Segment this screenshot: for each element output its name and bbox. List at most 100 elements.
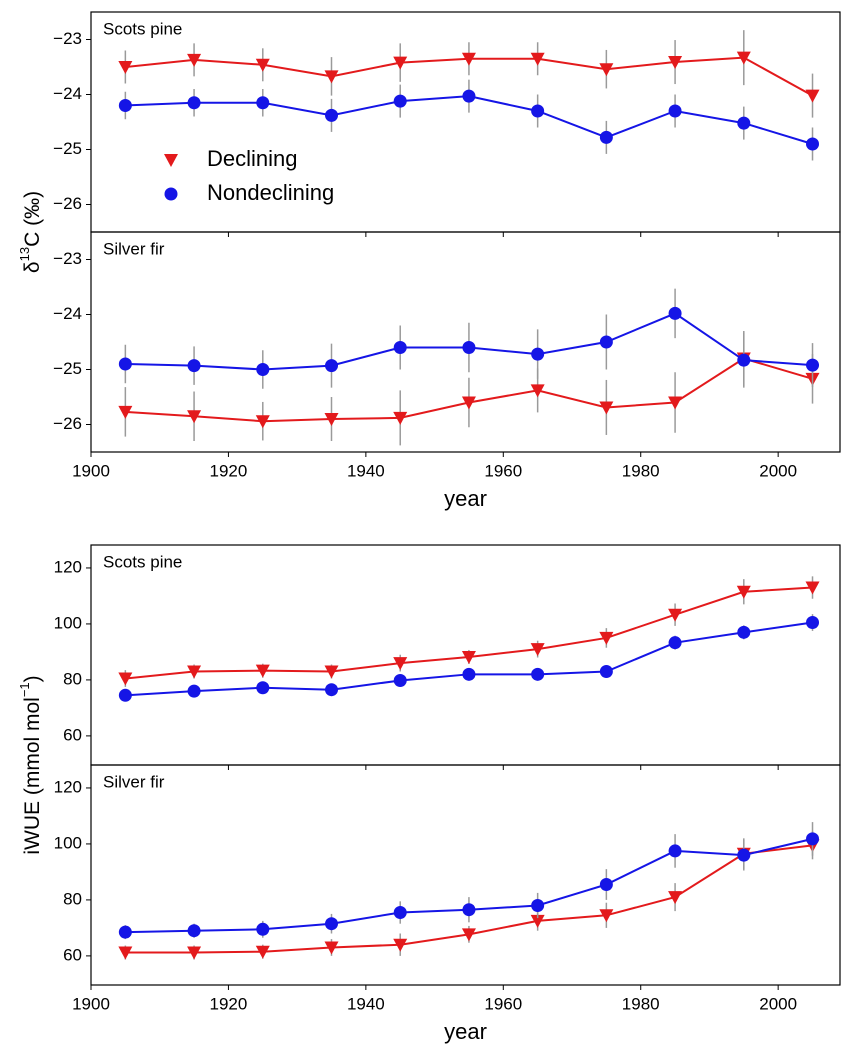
- marker-circle: [256, 681, 270, 695]
- x-tick-label: 1940: [347, 461, 385, 480]
- y-axis-label: δ13C (‰): [17, 191, 44, 273]
- y-tick-label: 100: [54, 613, 82, 632]
- marker-circle: [737, 353, 751, 367]
- y-tick-label: −24: [53, 304, 82, 323]
- y-tick-label: 60: [63, 725, 82, 744]
- y-tick-label: −25: [53, 139, 82, 158]
- marker-triangle: [324, 941, 339, 955]
- x-axis-label: year: [444, 486, 487, 511]
- x-tick-label: 2000: [759, 461, 797, 480]
- marker-triangle: [255, 415, 270, 429]
- marker-triangle: [393, 938, 408, 952]
- marker-circle: [118, 925, 132, 939]
- marker-circle: [187, 684, 201, 698]
- y-axis-label: iWUE (mmol mol−1): [17, 675, 44, 854]
- marker-triangle: [324, 413, 339, 426]
- x-tick-label: 1980: [622, 461, 660, 480]
- y-tick-label: −26: [53, 194, 82, 213]
- marker-triangle: [736, 585, 751, 599]
- y-tick-label: −26: [53, 414, 82, 433]
- y-tick-label: 80: [63, 889, 82, 908]
- y-tick-label: −23: [53, 249, 82, 268]
- marker-circle: [325, 359, 339, 373]
- marker-triangle: [530, 52, 545, 66]
- marker-triangle: [599, 631, 614, 645]
- y-tick-label: 120: [54, 777, 82, 796]
- marker-circle: [118, 688, 132, 702]
- legend-marker: [164, 154, 178, 167]
- marker-triangle: [255, 945, 270, 959]
- y-tick-label: 80: [63, 669, 82, 688]
- marker-triangle: [255, 58, 270, 72]
- marker-triangle: [805, 581, 820, 595]
- marker-circle: [668, 104, 682, 118]
- marker-circle: [187, 96, 201, 110]
- x-tick-label: 2000: [759, 994, 797, 1013]
- marker-triangle: [668, 608, 683, 622]
- y-axis-label-part: δ: [21, 261, 44, 273]
- marker-circle: [393, 673, 407, 687]
- marker-circle: [599, 878, 613, 892]
- x-tick-label: 1960: [484, 994, 522, 1013]
- marker-triangle: [599, 401, 614, 415]
- y-axis-label-part: ): [21, 675, 44, 682]
- marker-triangle: [461, 52, 476, 66]
- marker-circle: [737, 625, 751, 639]
- marker-circle: [668, 306, 682, 320]
- x-tick-label: 1900: [72, 461, 110, 480]
- y-axis-label-part: iWUE (mmol mol: [21, 697, 44, 855]
- y-tick-label: −25: [53, 359, 82, 378]
- marker-triangle: [187, 410, 202, 424]
- marker-circle: [187, 924, 201, 938]
- y-tick-label: 120: [54, 557, 82, 576]
- marker-circle: [599, 130, 613, 144]
- marker-triangle: [461, 650, 476, 664]
- legend-label: Nondeclining: [207, 180, 334, 205]
- marker-circle: [325, 683, 339, 697]
- marker-triangle: [530, 384, 545, 398]
- marker-triangle: [324, 665, 339, 679]
- marker-circle: [806, 616, 820, 630]
- marker-circle: [599, 665, 613, 679]
- marker-triangle: [668, 56, 683, 70]
- marker-triangle: [187, 946, 202, 960]
- marker-circle: [256, 96, 270, 110]
- y-tick-label: −23: [53, 29, 82, 48]
- series-line: [125, 586, 813, 680]
- panel-title: Scots pine: [103, 552, 182, 571]
- marker-circle: [806, 137, 820, 151]
- marker-circle: [393, 906, 407, 920]
- x-tick-label: 1980: [622, 994, 660, 1013]
- marker-triangle: [393, 657, 408, 671]
- legend-item: Declining: [164, 146, 298, 171]
- panel-title: Scots pine: [103, 19, 182, 38]
- marker-triangle: [668, 891, 683, 905]
- y-tick-label: 100: [54, 833, 82, 852]
- marker-circle: [806, 832, 820, 846]
- marker-circle: [187, 359, 201, 373]
- plot-frame: [90, 764, 841, 986]
- marker-triangle: [805, 89, 820, 103]
- marker-circle: [462, 903, 476, 917]
- x-tick-label: 1940: [347, 994, 385, 1013]
- marker-triangle: [187, 53, 202, 67]
- y-axis-label-part: 13: [17, 247, 32, 261]
- x-axis-label: year: [444, 1019, 487, 1044]
- marker-circle: [806, 358, 820, 372]
- marker-triangle: [461, 928, 476, 942]
- marker-circle: [599, 335, 613, 349]
- marker-triangle: [118, 672, 133, 686]
- marker-triangle: [393, 56, 408, 70]
- marker-circle: [118, 357, 132, 371]
- marker-triangle: [187, 665, 202, 679]
- marker-circle: [256, 922, 270, 936]
- panel-title: Silver fir: [103, 772, 165, 791]
- marker-circle: [256, 363, 270, 376]
- marker-triangle: [599, 63, 614, 77]
- plot-frame: [90, 231, 841, 453]
- marker-circle: [531, 667, 545, 681]
- marker-circle: [737, 848, 751, 862]
- marker-triangle: [324, 70, 339, 84]
